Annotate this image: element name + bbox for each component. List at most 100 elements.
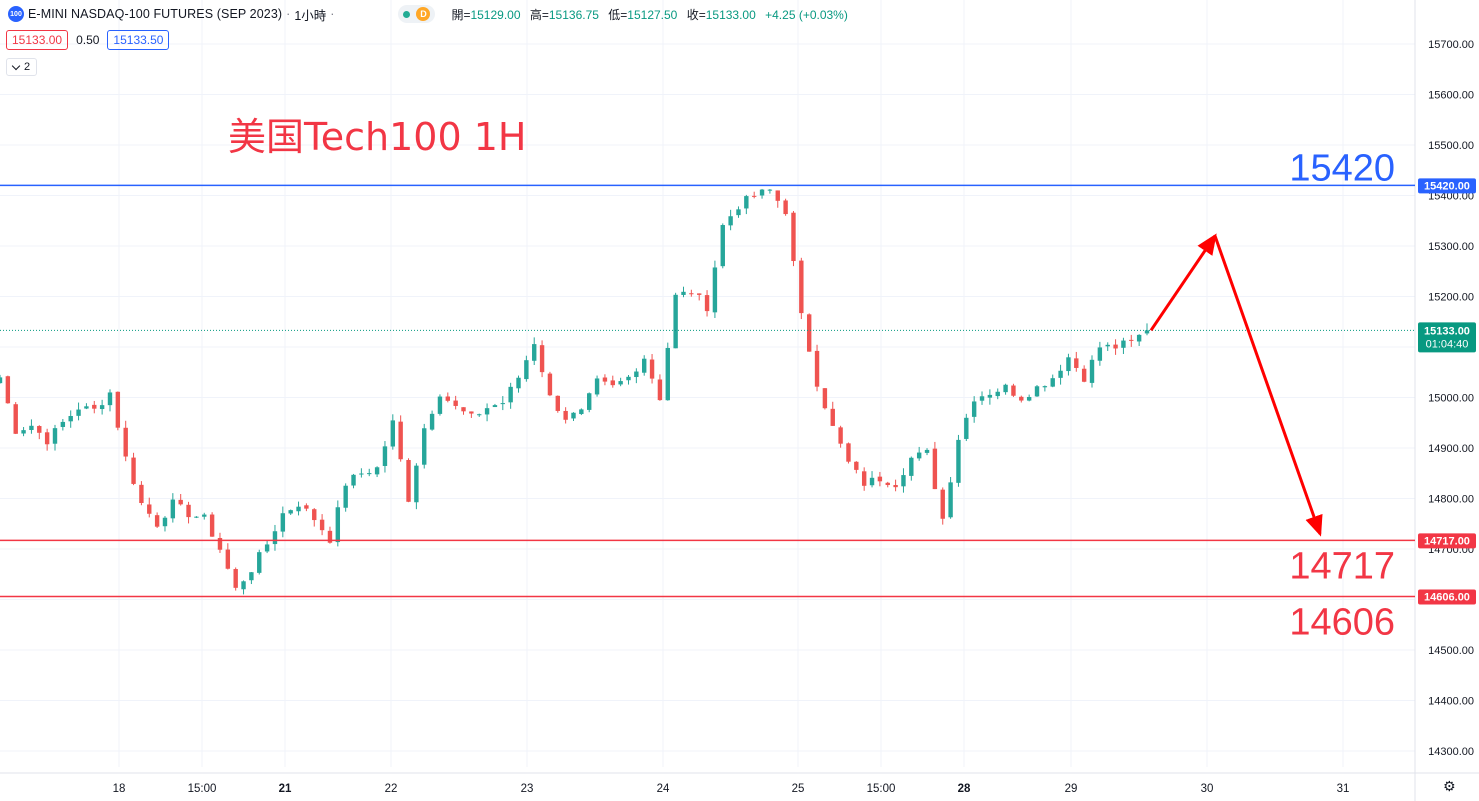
candle-down xyxy=(846,443,851,462)
y-tick-label: 15000.00 xyxy=(1428,393,1474,405)
candle-up xyxy=(500,403,505,405)
candle-down xyxy=(822,388,828,409)
candle-up xyxy=(343,485,348,508)
candle-up xyxy=(437,396,443,414)
candle-up xyxy=(1136,334,1142,342)
candle-down xyxy=(799,260,804,314)
candle-up xyxy=(634,371,639,378)
candle-down xyxy=(131,457,136,484)
candle-up xyxy=(1144,330,1150,334)
level-tag-text: 14717.00 xyxy=(1424,535,1470,547)
candle-down xyxy=(398,421,403,460)
separator-dot: · xyxy=(286,7,291,21)
candle-up xyxy=(571,412,576,419)
chevron-down-icon xyxy=(11,61,21,70)
candle-down xyxy=(838,427,843,444)
candle-up xyxy=(1066,357,1071,372)
projection-arrow-down xyxy=(1213,235,1323,537)
x-tick-label: 28 xyxy=(958,783,971,795)
candle-down xyxy=(563,410,568,420)
candle-down xyxy=(696,293,702,295)
symbol-logo-icon[interactable]: 100 xyxy=(8,6,24,22)
candle-up xyxy=(484,408,490,415)
candle-up xyxy=(60,421,66,427)
candle-down xyxy=(1019,396,1024,401)
candle-up xyxy=(956,439,961,483)
candle-up xyxy=(52,428,58,444)
candle-up xyxy=(382,446,388,466)
candle-up xyxy=(390,420,396,447)
candle-down xyxy=(791,212,796,262)
candle-up xyxy=(288,510,293,514)
candle-down xyxy=(940,489,945,519)
candle-up xyxy=(720,225,725,267)
candle-down xyxy=(319,519,325,531)
candle-down xyxy=(178,499,183,505)
candle-down xyxy=(37,426,42,433)
candle-down xyxy=(547,373,553,396)
candle-up xyxy=(901,475,906,487)
candle-up xyxy=(257,552,262,573)
y-tick-label: 14800.00 xyxy=(1428,494,1474,506)
candles xyxy=(0,188,1150,595)
ohlc-open-value: 15129.00 xyxy=(470,7,521,22)
candle-up xyxy=(948,482,953,518)
candle-up xyxy=(429,413,435,430)
x-tick-label: 31 xyxy=(1337,783,1350,795)
chart-header: 100 E-MINI NASDAQ-100 FUTURES (SEP 2023)… xyxy=(0,0,854,28)
candle-up xyxy=(964,417,969,439)
candle-up xyxy=(744,196,749,209)
candle-down xyxy=(13,404,18,434)
candle-up xyxy=(1105,344,1110,347)
candle-up xyxy=(979,396,985,401)
candle-up xyxy=(869,477,875,486)
settings-gear-icon[interactable]: ⚙ xyxy=(1443,778,1456,794)
x-tick-label: 15:00 xyxy=(188,783,217,795)
candle-down xyxy=(123,427,128,457)
candle-down xyxy=(209,514,215,537)
candle-down xyxy=(1011,385,1016,396)
candle-up xyxy=(280,513,286,532)
candle-up xyxy=(1121,340,1126,348)
ohlc-high-label: 高= xyxy=(529,7,549,22)
chart-annotation-title: 美国Tech100 1H xyxy=(228,115,526,159)
sell-price-button[interactable]: 15133.00 xyxy=(6,30,69,50)
candle-up xyxy=(579,409,584,415)
candle-up xyxy=(296,506,301,512)
candle-up xyxy=(1089,359,1095,383)
candle-down xyxy=(406,459,411,502)
candle-up xyxy=(335,507,341,543)
candle-up xyxy=(736,209,741,216)
buy-price-button[interactable]: 15133.50 xyxy=(107,30,170,50)
candle-up xyxy=(29,425,34,431)
candle-up xyxy=(524,360,529,380)
x-tick-label: 24 xyxy=(657,783,670,795)
indicators-toggle-button[interactable]: 2 xyxy=(6,58,38,76)
candle-down xyxy=(704,295,710,312)
candle-up xyxy=(1034,386,1040,397)
candle-down xyxy=(877,476,883,482)
ohlc-open-label: 開= xyxy=(451,7,471,22)
ohlc-close-label: 收= xyxy=(686,7,706,22)
candle-up xyxy=(21,430,26,434)
ohlc-high-value: 15136.75 xyxy=(548,7,599,22)
candle-up xyxy=(170,499,176,519)
y-tick-label: 15200.00 xyxy=(1428,292,1474,304)
candle-up xyxy=(594,378,600,395)
candle-up xyxy=(359,473,364,475)
candle-up xyxy=(264,544,270,552)
interval-label[interactable]: 1小時 xyxy=(294,8,327,23)
market-status-badge[interactable]: D xyxy=(398,5,436,23)
candle-up xyxy=(587,393,592,410)
x-tick-label: 25 xyxy=(792,783,805,795)
candle-down xyxy=(893,485,898,488)
candle-down xyxy=(1129,339,1134,341)
candle-down xyxy=(461,407,466,412)
candle-down xyxy=(814,350,820,387)
y-tick-label: 15600.00 xyxy=(1428,90,1474,102)
projection-arrow-up xyxy=(1149,233,1217,332)
candle-up xyxy=(1003,384,1008,393)
symbol-title[interactable]: E-MINI NASDAQ-100 FUTURES (SEP 2023) xyxy=(28,7,283,21)
candle-up xyxy=(516,377,521,389)
